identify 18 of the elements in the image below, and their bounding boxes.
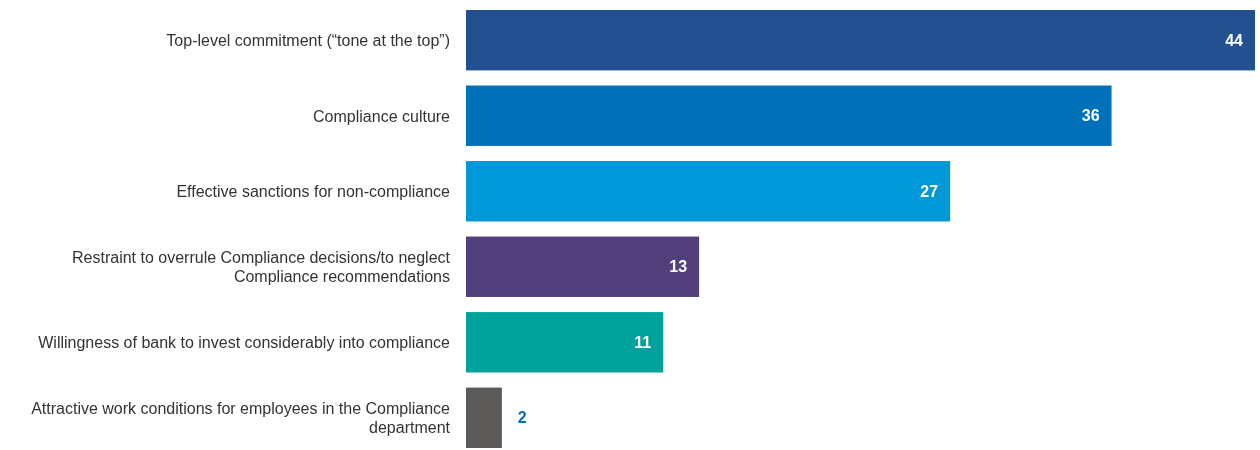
data-label: 11 <box>634 333 652 351</box>
bar <box>466 85 1112 146</box>
bar <box>466 161 951 222</box>
bar <box>466 312 664 373</box>
y-tick-label: Attractive work conditions for employees in the Compliance department <box>31 399 451 436</box>
y-tick-label: Effective sanctions for non-compliance <box>176 182 451 200</box>
data-label: 2 <box>517 409 527 427</box>
data-label: 44 <box>1225 31 1244 49</box>
bar <box>466 10 1255 71</box>
y-tick-label: Top-level commitment (“tone at the top”) <box>166 31 450 49</box>
data-label: 36 <box>1081 107 1100 125</box>
bar <box>466 236 700 297</box>
data-label: 13 <box>669 258 688 276</box>
y-tick-label: Willingness of bank to invest considerably into compliance <box>38 333 451 351</box>
y-tick-label: Compliance culture <box>313 107 451 125</box>
bar <box>466 387 502 448</box>
y-tick-label: Restraint to overrule Compliance decisions/to neglect Compliance recommendations <box>72 248 451 285</box>
data-label: 27 <box>920 182 939 200</box>
